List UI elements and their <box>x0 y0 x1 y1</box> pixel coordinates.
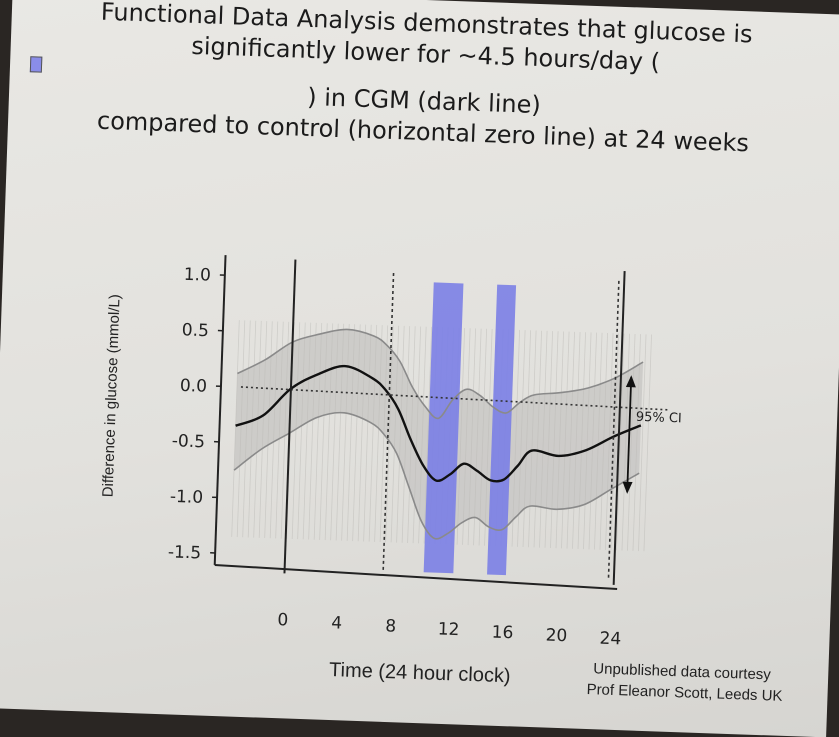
y-tick-label: -1.0 <box>170 487 204 508</box>
ci-annotation-label: 95% CI <box>636 410 682 427</box>
y-tick-label: -0.5 <box>171 431 205 452</box>
x-tick-label: 20 <box>545 626 567 647</box>
x-axis-line <box>214 565 617 589</box>
x-tick-label: 24 <box>599 629 621 650</box>
x-tick-label: 8 <box>385 616 397 636</box>
y-tick-label: 1.0 <box>183 265 211 286</box>
x-tick-label: 16 <box>491 622 513 643</box>
data-credit: Unpublished data courtesy Prof Eleanor S… <box>586 658 783 707</box>
y-tick-label: 0.5 <box>181 320 209 341</box>
y-tick-label: 0.0 <box>180 376 208 397</box>
x-tick-label: 4 <box>331 613 343 633</box>
x-tick-label: 0 <box>277 610 289 630</box>
x-tick-label: 12 <box>437 619 459 640</box>
y-axis-line <box>215 255 226 565</box>
y-tick-label: -1.5 <box>168 542 202 563</box>
